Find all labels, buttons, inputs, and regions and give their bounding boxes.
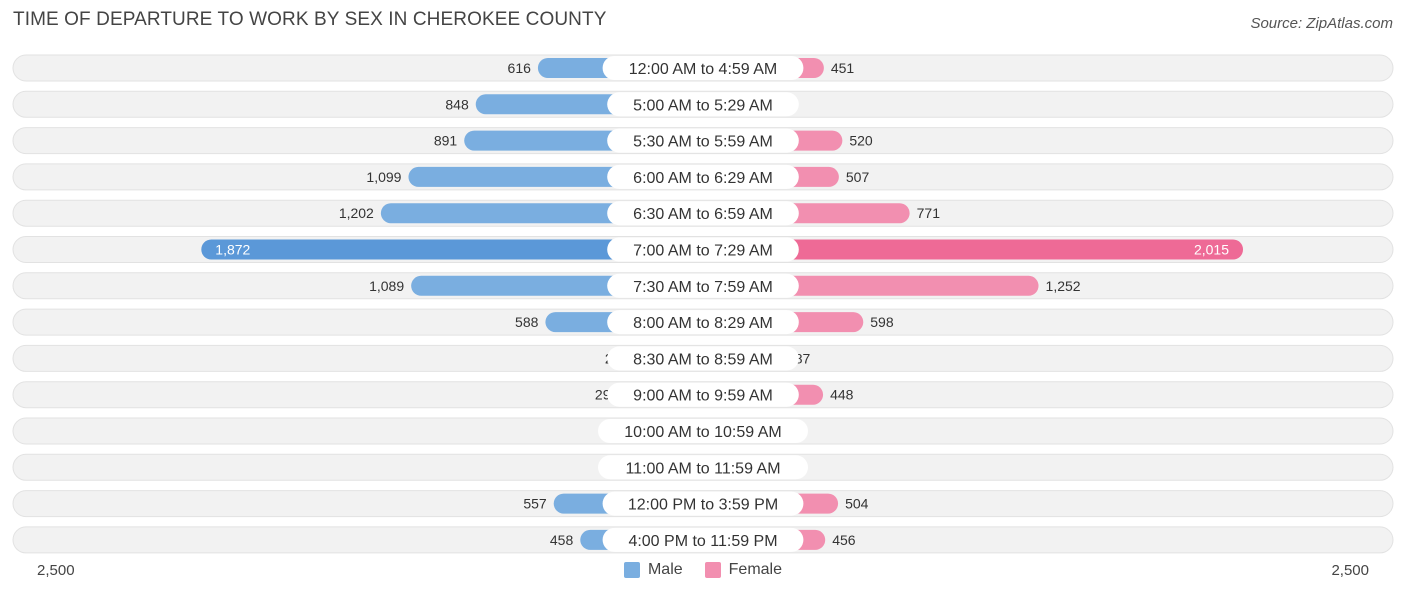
category-label-background (602, 56, 804, 80)
value-label-female: 598 (870, 314, 894, 330)
category-label: 10:00 AM to 10:59 AM (624, 424, 781, 441)
category-label-background (602, 527, 804, 552)
category-label-background (607, 92, 799, 117)
category-label: 12:00 AM to 4:59 AM (629, 61, 778, 78)
value-label-female: 451 (831, 60, 855, 76)
value-label-female: 456 (832, 532, 856, 548)
category-label: 5:30 AM to 5:59 AM (633, 134, 773, 151)
category-label: 8:00 AM to 8:29 AM (633, 315, 773, 332)
value-label-female: 507 (846, 169, 870, 185)
category-label-background (598, 419, 808, 443)
legend-item-male[interactable]: Male (623, 561, 683, 579)
axis-right-label: 2,500 (1331, 562, 1369, 579)
value-label-female: 1,252 (1046, 278, 1081, 294)
category-label-background (607, 164, 799, 189)
legend-swatch-male (623, 562, 640, 578)
value-label-male: 557 (523, 496, 547, 512)
value-label-female: 520 (849, 133, 873, 149)
legend: Male Female (0, 561, 1406, 579)
value-label-female: 771 (917, 205, 941, 221)
category-label: 7:30 AM to 7:59 AM (633, 279, 773, 296)
source-note: Source: ZipAtlas.com (1250, 15, 1393, 32)
category-label: 5:00 AM to 5:29 AM (633, 97, 773, 114)
value-label-male: 848 (445, 96, 469, 112)
value-label-male: 1,089 (369, 278, 404, 294)
category-label-background (607, 128, 799, 153)
category-label: 12:00 PM to 3:59 PM (628, 497, 778, 514)
category-label-background (607, 237, 799, 262)
value-label-male: 1,872 (215, 242, 250, 258)
category-label: 9:00 AM to 9:59 AM (633, 388, 773, 405)
value-label-male: 891 (434, 133, 458, 149)
chart-title: TIME OF DEPARTURE TO WORK BY SEX IN CHER… (13, 9, 607, 30)
value-label-female: 504 (845, 496, 869, 512)
category-label: 6:30 AM to 6:59 AM (633, 206, 773, 223)
category-label: 4:00 PM to 11:59 PM (628, 533, 777, 550)
legend-item-female[interactable]: Female (704, 561, 783, 579)
legend-label-female: Female (728, 561, 783, 578)
category-label-background (602, 491, 804, 516)
category-label-background (598, 455, 808, 480)
axis-left-label: 2,500 (37, 562, 75, 579)
value-label-male: 616 (508, 60, 532, 76)
value-label-female: 2,015 (1194, 242, 1229, 258)
category-label: 8:30 AM to 8:59 AM (633, 351, 773, 368)
category-label: 6:00 AM to 6:29 AM (633, 170, 773, 187)
legend-label-male: Male (647, 561, 683, 578)
category-label-background (607, 273, 799, 298)
category-label: 11:00 AM to 11:59 AM (625, 460, 780, 477)
value-label-male: 588 (515, 314, 539, 330)
value-label-male: 458 (550, 532, 574, 548)
category-label-background (607, 310, 799, 335)
category-label-background (607, 382, 799, 407)
category-label-background (607, 346, 799, 371)
value-label-female: 448 (830, 387, 854, 403)
value-label-male: 1,099 (366, 169, 401, 185)
category-label: 7:00 AM to 7:29 AM (633, 243, 773, 260)
bar-female (703, 239, 1244, 260)
value-label-male: 1,202 (339, 205, 374, 221)
category-label-background (607, 201, 799, 226)
bar-male (201, 239, 703, 260)
legend-swatch-female (704, 562, 721, 578)
